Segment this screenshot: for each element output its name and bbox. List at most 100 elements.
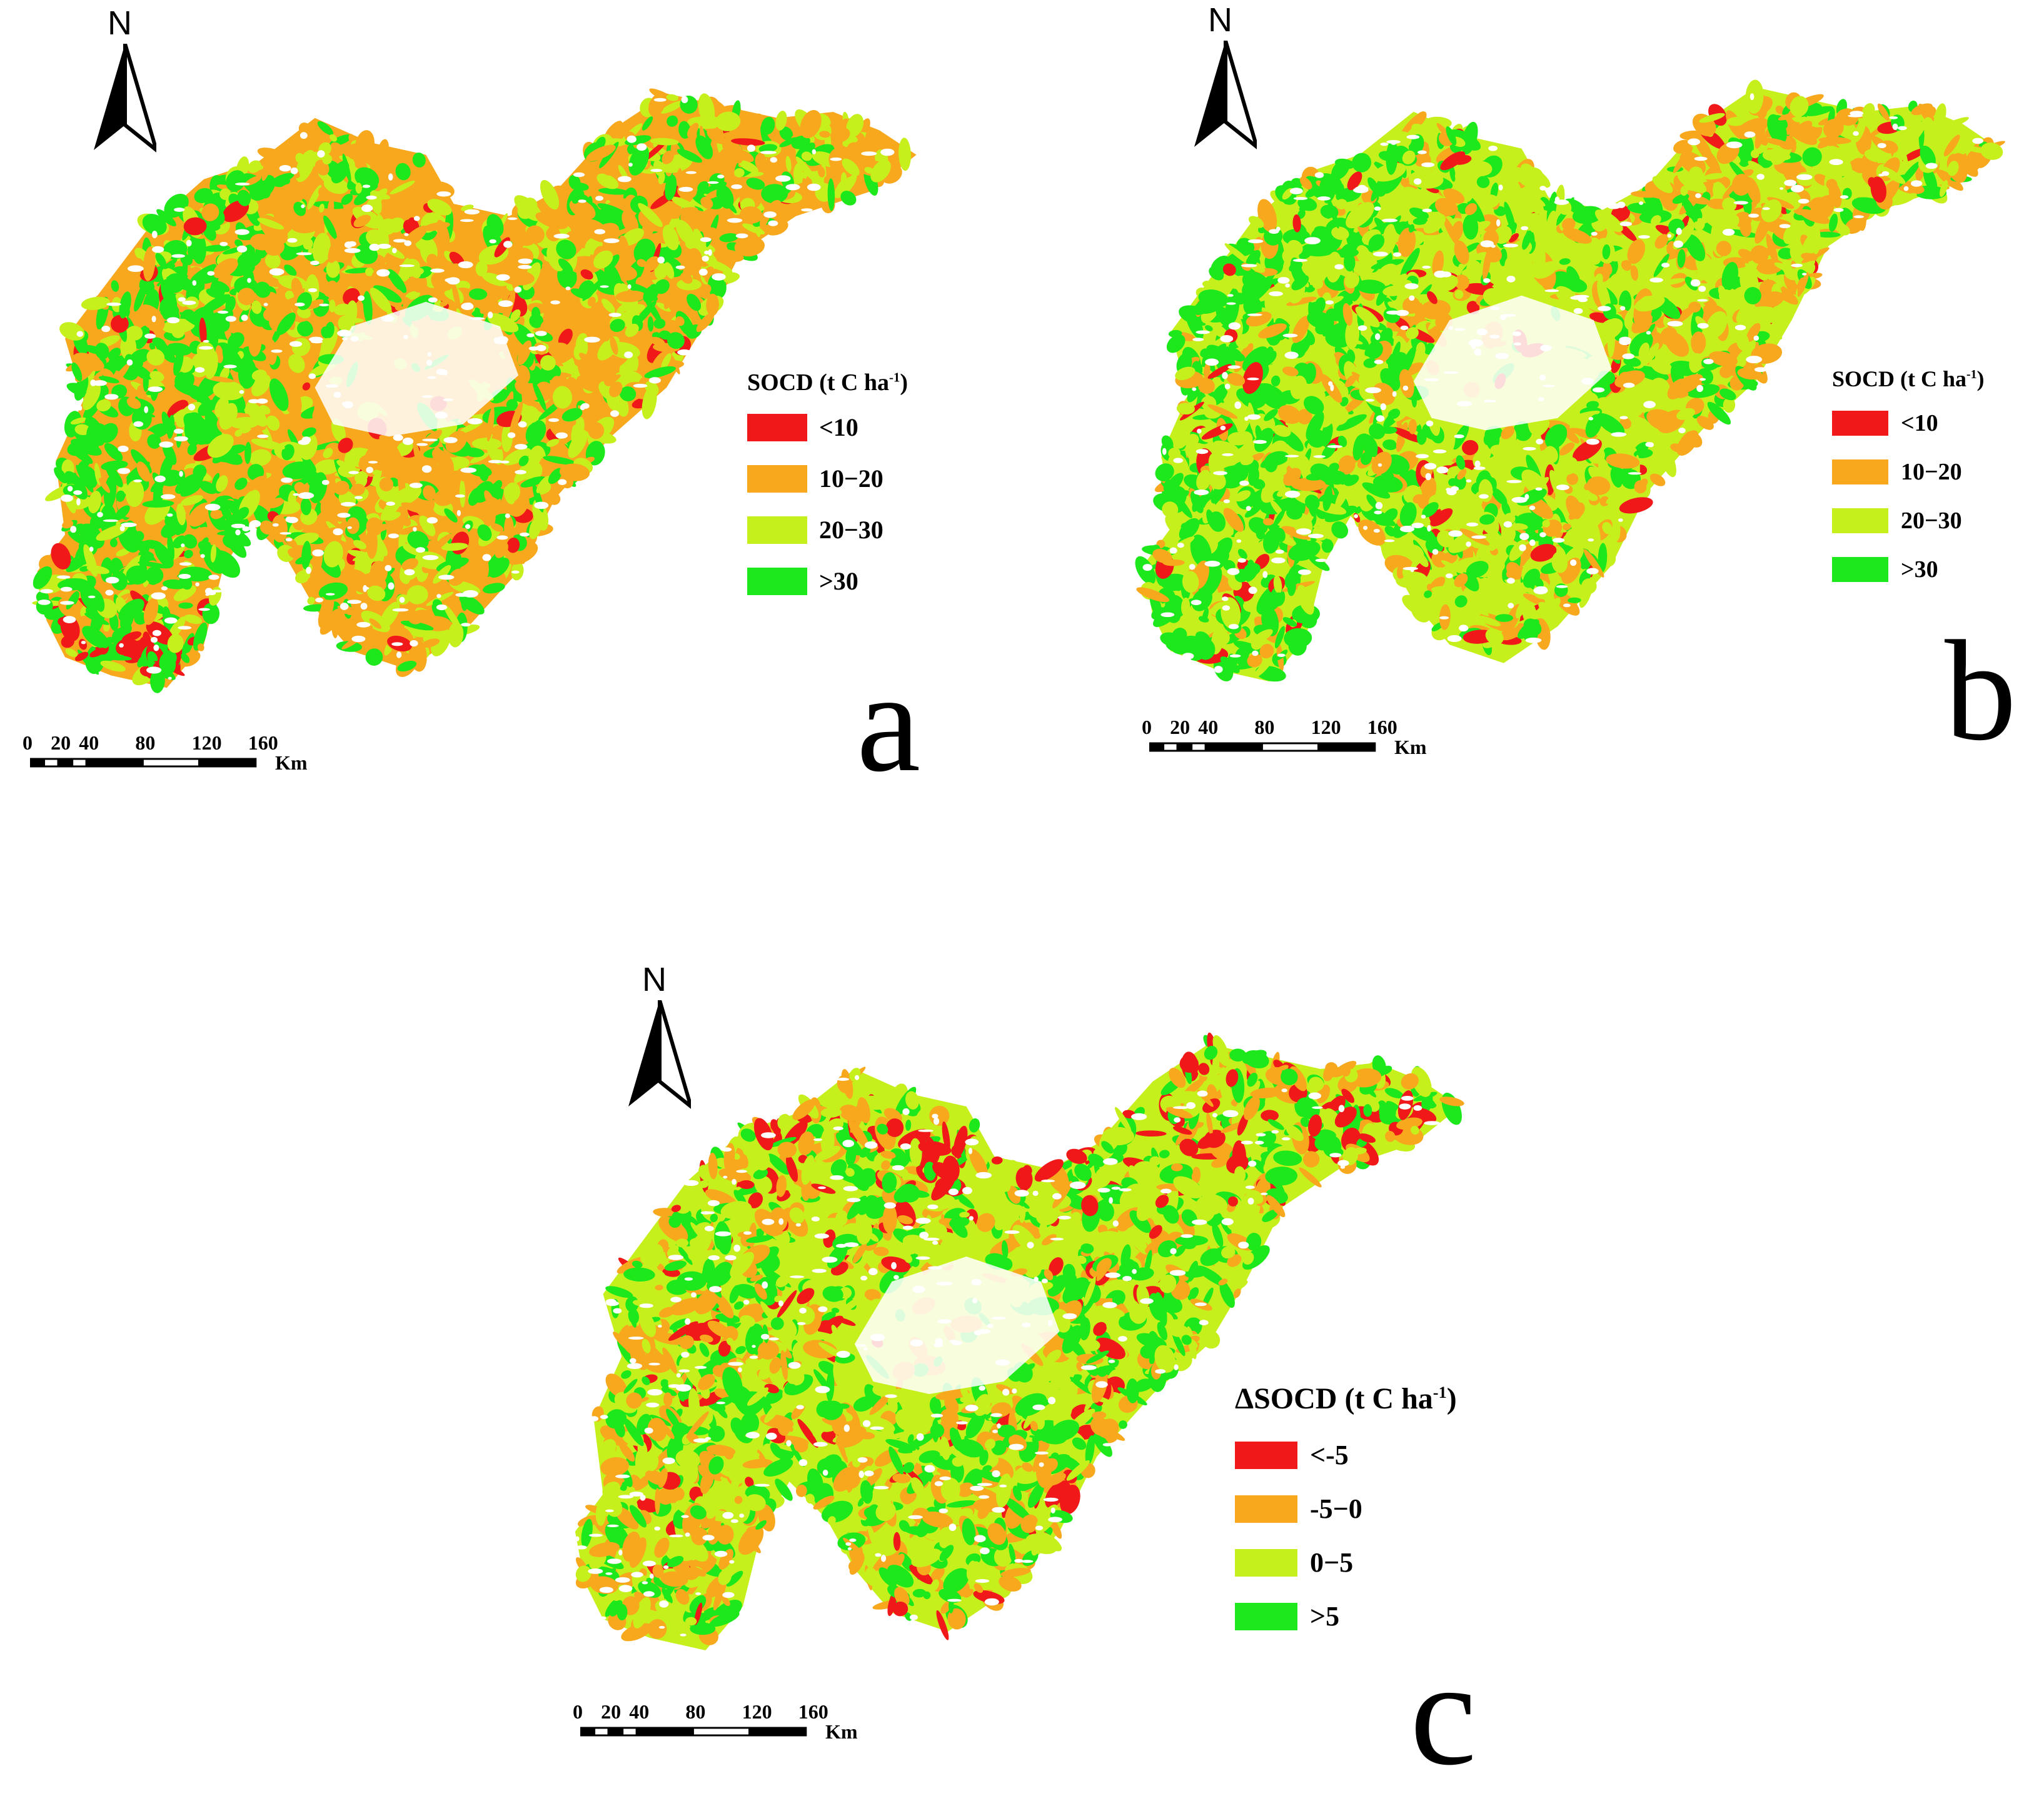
map-gap [399, 264, 415, 268]
map-gap [1239, 480, 1249, 486]
soil-patch [54, 467, 68, 484]
soil-patch [1805, 106, 1834, 116]
soil-patch [276, 144, 289, 153]
map-gap [151, 592, 166, 600]
soil-patch [1326, 251, 1342, 283]
soil-patch [1456, 455, 1466, 470]
map-gap [677, 349, 692, 356]
soil-patch [663, 285, 676, 309]
map-gap [1611, 432, 1627, 437]
map-gap [685, 171, 697, 174]
soil-patch [1607, 327, 1615, 358]
map-gap [1525, 637, 1542, 643]
soil-patch [1168, 448, 1181, 459]
soil-patch [1507, 189, 1523, 205]
soil-patch [1522, 230, 1532, 250]
soil-patch [650, 336, 665, 346]
soil-patch [488, 558, 510, 578]
soil-patch [666, 94, 679, 101]
map-gap [482, 554, 491, 561]
scale-unit-label: Km [275, 751, 308, 774]
soil-patch [33, 566, 53, 589]
soil-patch [1222, 263, 1236, 276]
soil-patch [1476, 176, 1490, 188]
soil-patch [1775, 106, 1785, 114]
soil-patch [1621, 259, 1632, 271]
soil-patch [687, 293, 702, 311]
soil-patch [1790, 96, 1809, 118]
map-gap [178, 297, 186, 302]
map-gap [241, 314, 248, 321]
soil-patch [321, 326, 331, 339]
soil-patch [70, 417, 86, 425]
soil-patch [1911, 103, 1933, 116]
soil-patch [1244, 563, 1261, 576]
map-gap [1421, 514, 1426, 519]
soil-patch [1685, 431, 1703, 448]
soil-patch [1479, 592, 1495, 611]
soil-patch [1411, 393, 1417, 408]
soil-patch [161, 411, 173, 438]
soil-patch [1201, 1330, 1221, 1349]
soil-patch [147, 434, 161, 449]
map-gap [128, 265, 144, 273]
soil-patch [395, 163, 411, 181]
soil-patch [615, 290, 646, 303]
soil-patch [183, 534, 198, 549]
soc-density-map-a [32, 88, 917, 693]
soil-patch [1410, 596, 1432, 623]
soil-patch [323, 215, 337, 239]
map-gap [1317, 196, 1331, 201]
map-gap [1645, 442, 1653, 447]
soil-patch [1509, 233, 1519, 243]
map-gap [1503, 243, 1519, 248]
map-gap [1878, 173, 1885, 177]
map-gap [1554, 199, 1569, 205]
soil-patch [1623, 356, 1641, 367]
soil-patch [1442, 216, 1460, 247]
soil-patch [1422, 502, 1439, 518]
map-gap [1695, 193, 1701, 198]
soil-patch [1746, 323, 1761, 342]
soil-patch [1454, 274, 1469, 290]
map-gap [496, 535, 508, 540]
soil-patch [719, 233, 738, 243]
map-gap [198, 608, 210, 611]
map-gap [1313, 455, 1326, 458]
soil-patch [1277, 325, 1290, 341]
soil-patch [116, 638, 134, 655]
map-gap [1204, 561, 1221, 567]
soil-patch [178, 602, 193, 609]
map-gap [1275, 549, 1284, 554]
soil-patch [700, 196, 713, 209]
soil-patch [1363, 443, 1377, 457]
soil-patch [487, 313, 519, 333]
soil-patch [1387, 189, 1412, 208]
map-gap [404, 569, 415, 576]
map-gap [1618, 518, 1623, 522]
soil-patch [400, 258, 420, 278]
soil-patch [662, 150, 675, 164]
soil-patch [714, 249, 744, 263]
map-gap [595, 196, 603, 201]
soil-patch [138, 304, 165, 331]
soil-patch [75, 651, 89, 661]
soil-patch [51, 543, 71, 570]
soil-patch [1572, 206, 1603, 224]
map-gap [520, 532, 530, 537]
soil-patch [1861, 103, 1875, 120]
soil-patch [370, 561, 388, 584]
soil-patch [610, 319, 625, 333]
map-gap [1586, 568, 1599, 574]
map-gap [1213, 471, 1227, 476]
soil-patch [152, 337, 166, 349]
soil-patch [1348, 238, 1359, 249]
soil-patch [105, 464, 123, 488]
soil-patch [1784, 169, 1793, 177]
map-gap [1972, 138, 1983, 144]
soil-patch [1619, 417, 1631, 429]
soil-patch [104, 475, 117, 509]
soil-patch [1399, 502, 1417, 527]
soil-patch [1317, 347, 1327, 363]
soil-patch [1650, 358, 1673, 375]
